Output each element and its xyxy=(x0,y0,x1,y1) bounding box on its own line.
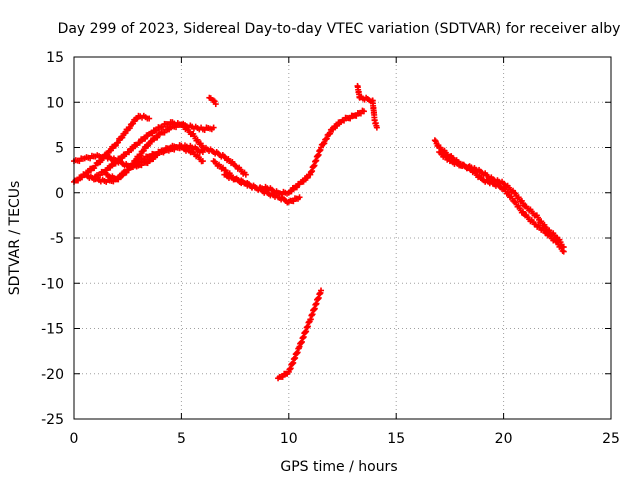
y-tick-label: -5 xyxy=(50,231,64,247)
chart-title: Day 299 of 2023, Sidereal Day-to-day VTE… xyxy=(58,21,621,37)
data-point xyxy=(154,134,161,141)
data-point xyxy=(321,140,328,147)
data-point xyxy=(130,145,137,152)
data-point xyxy=(146,115,153,122)
series-track-j xyxy=(354,82,380,131)
y-tick-label: 15 xyxy=(46,50,64,66)
x-tick-label: 15 xyxy=(387,431,405,447)
data-point xyxy=(130,120,137,127)
y-axis-title: SDTVAR / TECUs xyxy=(7,181,23,296)
series-track-i xyxy=(275,287,325,382)
x-axis-title: GPS time / hours xyxy=(280,459,397,475)
x-tick-label: 20 xyxy=(495,431,513,447)
y-tick-label: -15 xyxy=(41,322,64,338)
data-point xyxy=(140,147,147,154)
data-point xyxy=(293,184,300,191)
x-tick-label: 5 xyxy=(177,431,186,447)
series-track-e xyxy=(103,144,206,183)
data-point xyxy=(159,123,166,130)
data-point xyxy=(330,126,337,133)
data-point xyxy=(107,164,114,171)
data-points xyxy=(71,82,567,382)
y-tick-label: 5 xyxy=(55,141,64,157)
data-point xyxy=(137,152,144,159)
tick-labels: 0 5 10 15 20 25 -25 -20 -15 -10 -5 0 5 10 15 xyxy=(41,50,620,447)
data-point xyxy=(296,194,303,201)
data-point xyxy=(117,173,124,180)
data-point xyxy=(153,127,160,134)
data-point xyxy=(511,189,518,196)
data-point xyxy=(149,130,156,137)
data-point xyxy=(373,124,380,131)
data-point xyxy=(318,287,325,294)
data-point xyxy=(115,139,122,146)
data-point xyxy=(136,139,143,146)
data-point xyxy=(212,101,219,108)
data-point xyxy=(360,108,367,115)
y-tick-label: -25 xyxy=(41,412,64,428)
data-point xyxy=(130,163,137,170)
y-tick-label: 0 xyxy=(55,186,64,202)
y-tick-label: -20 xyxy=(41,367,64,383)
data-point xyxy=(327,130,334,137)
data-point xyxy=(279,373,286,380)
y-tick-label: 10 xyxy=(46,95,64,111)
data-point xyxy=(304,174,311,181)
data-point xyxy=(119,154,126,161)
data-point xyxy=(97,159,104,166)
data-point xyxy=(148,138,155,145)
data-point xyxy=(119,134,126,141)
data-point xyxy=(107,147,114,154)
x-tick-label: 0 xyxy=(70,431,79,447)
data-point xyxy=(210,124,217,131)
data-point xyxy=(161,129,168,136)
data-point xyxy=(126,125,133,132)
data-point xyxy=(75,177,82,184)
series-track-d xyxy=(92,119,249,180)
data-point xyxy=(210,97,217,104)
data-point xyxy=(300,178,307,185)
data-point xyxy=(323,135,330,142)
axis-ticks xyxy=(73,56,612,420)
series-track-l xyxy=(436,149,567,251)
data-point xyxy=(560,244,567,251)
data-point xyxy=(334,122,341,129)
y-tick-label: -10 xyxy=(41,276,64,292)
data-point xyxy=(199,158,206,165)
series-track-g xyxy=(221,107,367,198)
data-point xyxy=(126,149,133,156)
data-point xyxy=(242,171,249,178)
data-point xyxy=(142,135,149,142)
data-point xyxy=(431,137,438,144)
x-tick-label: 25 xyxy=(602,431,620,447)
data-point xyxy=(97,172,104,179)
series-track-h xyxy=(206,94,219,108)
data-point xyxy=(288,188,295,195)
x-tick-label: 10 xyxy=(280,431,298,447)
data-point xyxy=(122,130,129,137)
grid xyxy=(74,57,611,419)
